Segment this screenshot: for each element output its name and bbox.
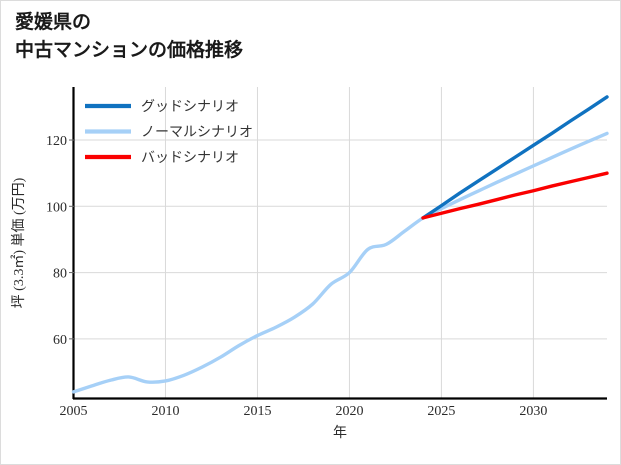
- y-tick-labels: 60 80 100 120: [46, 134, 74, 348]
- y-tick-label: 120: [46, 134, 67, 149]
- x-tick-label: 2015: [243, 404, 271, 419]
- legend-label: バッドシナリオ: [141, 151, 239, 166]
- x-tick-label: 2010: [151, 404, 179, 419]
- y-tick-label: 60: [53, 333, 67, 348]
- series-group: [71, 95, 609, 394]
- legend-label: グッドシナリオ: [141, 99, 239, 115]
- y-axis-title: 坪 (3.3㎡) 単価 (万円): [11, 177, 27, 308]
- x-tick-label: 2030: [519, 404, 547, 419]
- y-tick-label: 80: [53, 267, 67, 282]
- series-line: [71, 131, 609, 394]
- x-tick-label: 2025: [427, 404, 455, 419]
- x-tick-labels: 2005 2010 2015 2020 2025 2030: [60, 404, 548, 419]
- y-tick-label: 100: [46, 200, 67, 215]
- axis-lines-group: [72, 87, 607, 400]
- gridlines-group: [73, 87, 607, 399]
- x-tick-label: 2005: [60, 404, 88, 419]
- series-line: [421, 95, 609, 220]
- x-tick-label: 2020: [335, 404, 363, 419]
- x-axis-title: 年: [333, 425, 347, 441]
- legend-label: ノーマルシナリオ: [141, 126, 253, 141]
- page-title: 愛媛県の 中古マンションの価格推移: [15, 12, 244, 61]
- series-line: [421, 171, 609, 220]
